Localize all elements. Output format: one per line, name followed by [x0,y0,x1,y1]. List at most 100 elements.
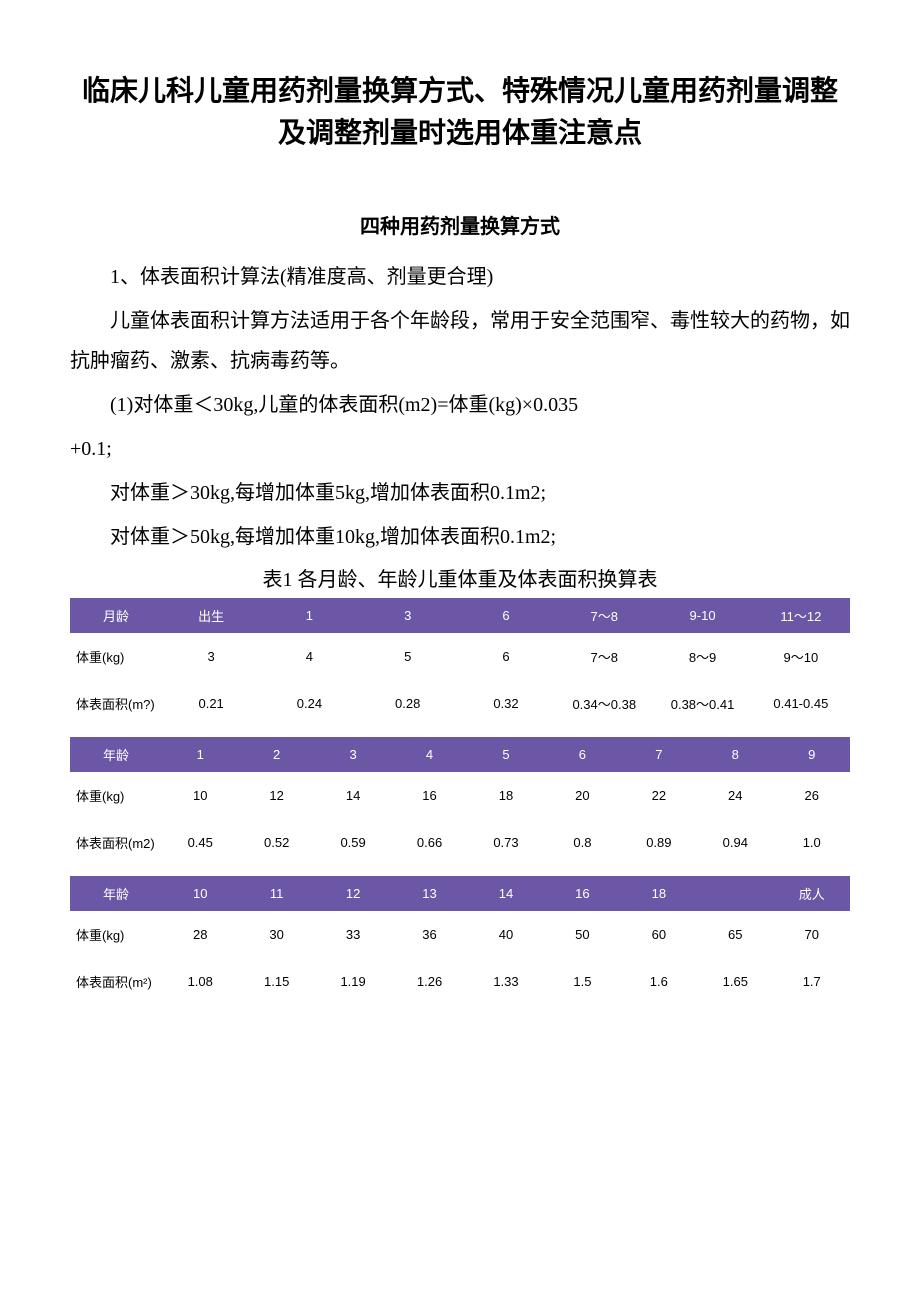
col-header: 9-10 [653,598,751,633]
table-header-row: 年龄 1 2 3 4 5 6 7 8 9 [70,737,850,772]
cell: 0.45 [162,819,238,866]
col-header: 1 [162,737,238,772]
cell: 3 [162,633,260,680]
paragraph-5: 对体重＞50kg,每增加体重10kg,增加体表面积0.1m2; [70,517,850,557]
col-header: 月龄 [70,598,162,633]
cell: 10 [162,772,238,819]
cell: 12 [238,772,314,819]
cell: 22 [621,772,697,819]
paragraph-4: 对体重＞30kg,每增加体重5kg,增加体表面积0.1m2; [70,473,850,513]
paragraph-1: 1、体表面积计算法(精准度高、剂量更合理) [70,257,850,297]
cell: 0.8 [544,819,620,866]
col-header: 8 [697,737,773,772]
cell: 0.94 [697,819,773,866]
cell: 8～9 [653,633,751,680]
table-header-row: 年龄 10 11 12 13 14 16 18 成人 [70,876,850,911]
col-header: 2 [238,737,314,772]
cell: 9～10 [752,633,850,680]
col-header: 7 [621,737,697,772]
cell: 1.6 [621,958,697,1005]
cell: 1.26 [391,958,467,1005]
section-heading: 四种用药剂量换算方式 [70,210,850,239]
cell: 60 [621,911,697,958]
table-row: 体表面积(m2) 0.45 0.52 0.59 0.66 0.73 0.8 0.… [70,819,850,866]
cell: 50 [544,911,620,958]
col-header: 10 [162,876,238,911]
cell: 1.19 [315,958,391,1005]
cell: 6 [457,633,555,680]
cell: 30 [238,911,314,958]
col-header: 12 [315,876,391,911]
cell: 0.32 [457,680,555,727]
cell: 28 [162,911,238,958]
col-header: 6 [544,737,620,772]
cell: 7～8 [555,633,653,680]
cell: 0.38～0.41 [653,680,751,727]
cell: 16 [391,772,467,819]
col-header: 5 [468,737,544,772]
col-header: 13 [391,876,467,911]
table-caption: 表1 各月龄、年龄儿重体重及体表面积换算表 [70,563,850,592]
cell: 0.24 [260,680,358,727]
page-title: 临床儿科儿童用药剂量换算方式、特殊情况儿童用药剂量调整及调整剂量时选用体重注意点 [70,70,850,154]
col-header: 3 [359,598,457,633]
paragraph-3a: (1)对体重＜30kg,儿童的体表面积(m2)=体重(kg)×0.035 [70,385,850,425]
cell: 5 [359,633,457,680]
cell: 14 [315,772,391,819]
cell: 1.5 [544,958,620,1005]
table-row: 体重(kg) 28 30 33 36 40 50 60 65 70 [70,911,850,958]
col-header: 年龄 [70,737,162,772]
cell: 18 [468,772,544,819]
cell: 0.66 [391,819,467,866]
cell: 1.0 [774,819,851,866]
cell: 1.7 [774,958,851,1005]
cell: 0.73 [468,819,544,866]
cell: 40 [468,911,544,958]
col-header: 3 [315,737,391,772]
cell: 0.59 [315,819,391,866]
row-label: 体重(kg) [70,772,162,819]
paragraph-3b: +0.1; [70,429,850,469]
cell: 1.65 [697,958,773,1005]
table-row: 体表面积(m²) 1.08 1.15 1.19 1.26 1.33 1.5 1.… [70,958,850,1005]
table-row: 体重(kg) 10 12 14 16 18 20 22 24 26 [70,772,850,819]
col-header [697,876,773,911]
cell: 0.41-0.45 [752,680,850,727]
col-header: 11 [238,876,314,911]
table-header-row: 月龄 出生 1 3 6 7～8 9-10 11～12 [70,598,850,633]
cell: 4 [260,633,358,680]
col-header: 11～12 [752,598,850,633]
col-header: 7～8 [555,598,653,633]
cell: 1.33 [468,958,544,1005]
row-label: 体表面积(m2) [70,819,162,866]
col-header: 出生 [162,598,260,633]
table-section-age-10-adult: 年龄 10 11 12 13 14 16 18 成人 体重(kg) 28 30 … [70,876,850,1005]
row-label: 体表面积(m²) [70,958,162,1005]
cell: 33 [315,911,391,958]
cell: 1.08 [162,958,238,1005]
cell: 1.15 [238,958,314,1005]
col-header: 16 [544,876,620,911]
cell: 0.34～0.38 [555,680,653,727]
cell: 0.89 [621,819,697,866]
col-header: 4 [391,737,467,772]
col-header: 年龄 [70,876,162,911]
row-label: 体重(kg) [70,633,162,680]
cell: 36 [391,911,467,958]
cell: 0.52 [238,819,314,866]
cell: 70 [774,911,851,958]
row-label: 体表面积(m?) [70,680,162,727]
col-header: 9 [774,737,851,772]
row-label: 体重(kg) [70,911,162,958]
paragraph-2: 儿童体表面积计算方法适用于各个年龄段，常用于安全范围窄、毒性较大的药物，如抗肿瘤… [70,301,850,381]
cell: 24 [697,772,773,819]
cell: 65 [697,911,773,958]
table-row: 体表面积(m?) 0.21 0.24 0.28 0.32 0.34～0.38 0… [70,680,850,727]
table-section-age-1-9: 年龄 1 2 3 4 5 6 7 8 9 体重(kg) 10 12 14 16 … [70,737,850,866]
cell: 0.28 [359,680,457,727]
cell: 20 [544,772,620,819]
cell: 26 [774,772,851,819]
col-header: 6 [457,598,555,633]
col-header: 1 [260,598,358,633]
col-header: 14 [468,876,544,911]
